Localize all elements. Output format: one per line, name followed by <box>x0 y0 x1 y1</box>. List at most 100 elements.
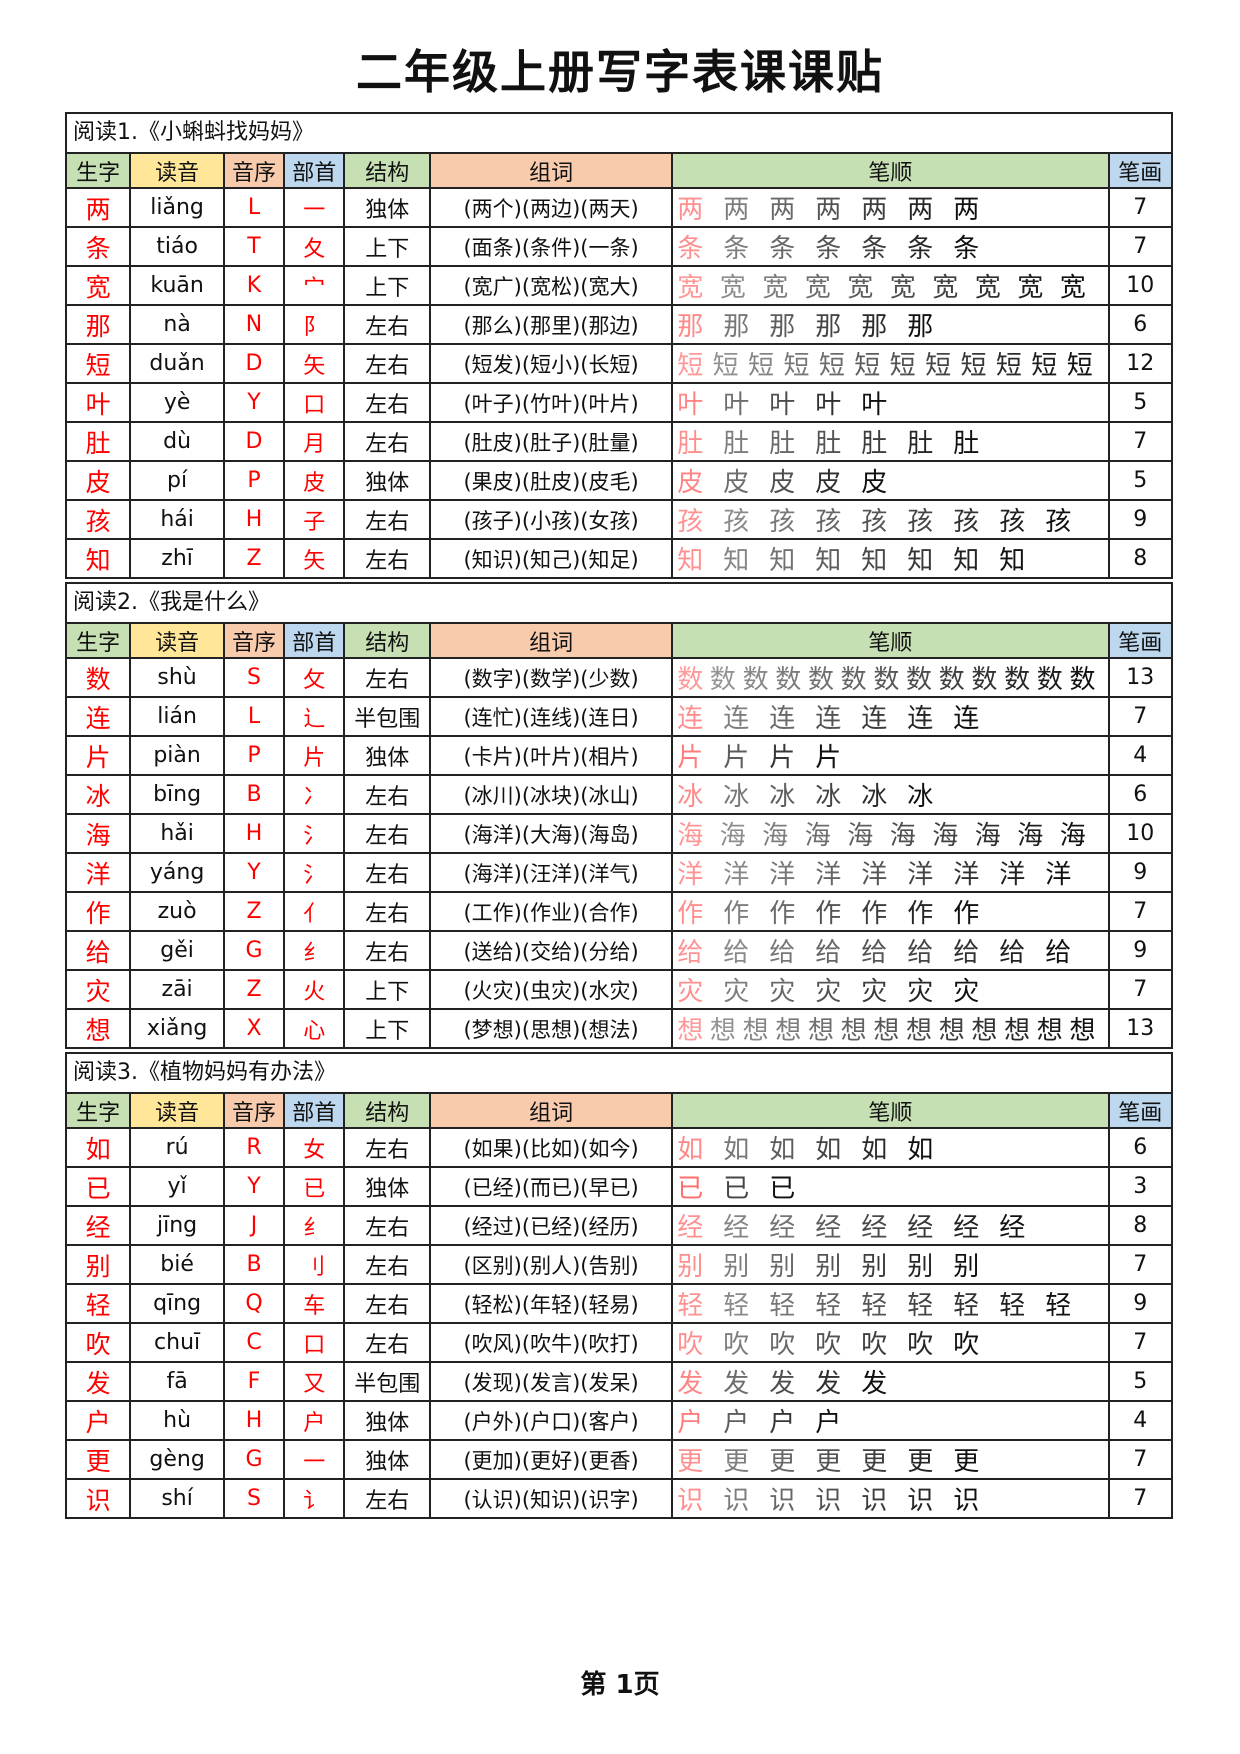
table-row: 轻 qīng Q 车左右 (轻松)(年轻)(轻易) 轻轻轻轻轻轻轻轻轻 9 <box>67 1283 1171 1324</box>
stroke-step-glyph: 孩 <box>769 507 796 537</box>
word-examples: (火灾)(虫灾)(水灾) <box>428 969 674 1010</box>
initial-letter: K <box>222 265 286 306</box>
stroke-step-glyph: 洋 <box>861 860 888 890</box>
word-examples: (已经)(而已)(早已) <box>428 1166 674 1207</box>
stroke-count: 3 <box>1107 1166 1171 1207</box>
word-examples: (如果)(比如)(如今) <box>428 1127 674 1168</box>
stroke-step-glyph: 经 <box>999 1213 1026 1243</box>
structure: 左右 <box>343 1127 431 1168</box>
stroke-step-glyph: 经 <box>815 1213 842 1243</box>
stroke-step-glyph: 如 <box>769 1135 796 1165</box>
stroke-step-glyph: 更 <box>815 1447 842 1477</box>
table-row: 灾 zāi Z 火上下 (火灾)(虫灾)(水灾) 灾灾灾灾灾灾灾 7 <box>67 969 1171 1010</box>
stroke-count: 7 <box>1107 696 1171 737</box>
column-header: 音序 <box>222 624 286 659</box>
structure: 左右 <box>343 499 431 540</box>
page-title: 二年级上册写字表课课贴 <box>356 45 884 99</box>
stroke-step-glyph: 短 <box>925 351 952 381</box>
stroke-step-glyph: 想 <box>1004 1016 1031 1046</box>
stroke-step-glyph: 轻 <box>1045 1291 1072 1321</box>
initial-letter: P <box>222 460 286 501</box>
pinyin: nà <box>129 304 225 345</box>
structure: 左右 <box>343 1205 431 1246</box>
stroke-step-glyph: 想 <box>906 1016 933 1046</box>
word-examples: (梦想)(思想)(想法) <box>428 1008 674 1047</box>
initial-letter: P <box>222 735 286 776</box>
initial-letter: N <box>222 304 286 345</box>
structure: 左右 <box>343 343 431 384</box>
word-examples: (短发)(短小)(长短) <box>428 343 674 384</box>
stroke-step-glyph: 灾 <box>723 977 750 1007</box>
stroke-step-glyph: 别 <box>723 1252 750 1282</box>
stroke-step-glyph: 那 <box>769 312 796 342</box>
stroke-step-glyph: 洋 <box>815 860 842 890</box>
stroke-count: 13 <box>1107 1008 1171 1047</box>
stroke-step-glyph: 更 <box>907 1447 934 1477</box>
word-examples: (知识)(知己)(知足) <box>428 538 674 577</box>
radical: 纟 <box>283 1205 346 1246</box>
stroke-step-glyph: 宽 <box>762 273 789 303</box>
stroke-step-glyph: 给 <box>861 938 888 968</box>
character: 识 <box>67 1478 132 1517</box>
lesson-section: 阅读2.《我是什么》 生字 读音 音序 部首 结构 组词 笔顺 笔画数 shù S 攵左右 (数字)(数… <box>65 582 1173 1049</box>
pinyin: zuò <box>129 891 225 932</box>
stroke-step-glyph: 作 <box>769 899 796 929</box>
initial-letter: D <box>222 343 286 384</box>
word-examples: (经过)(已经)(经历) <box>428 1205 674 1246</box>
stroke-step-glyph: 短 <box>889 351 916 381</box>
column-header: 读音 <box>129 624 225 659</box>
pinyin: dù <box>129 421 225 462</box>
pinyin: gěi <box>129 930 225 971</box>
stroke-step-glyph: 条 <box>677 234 704 264</box>
column-header: 生字 <box>67 1094 132 1129</box>
initial-letter: J <box>222 1205 286 1246</box>
stroke-step-glyph: 知 <box>861 546 888 576</box>
stroke-step-glyph: 识 <box>677 1486 704 1516</box>
stroke-step-glyph: 短 <box>1031 351 1058 381</box>
radical: 火 <box>283 969 346 1010</box>
stroke-step-glyph: 海 <box>932 821 959 851</box>
pinyin: lián <box>129 696 225 737</box>
stroke-order: 孩孩孩孩孩孩孩孩孩 <box>671 499 1110 540</box>
word-examples: (发现)(发言)(发呆) <box>428 1361 674 1402</box>
word-examples: (宽广)(宽松)(宽大) <box>428 265 674 306</box>
word-examples: (数字)(数学)(少数) <box>428 657 674 698</box>
word-examples: (轻松)(年轻)(轻易) <box>428 1283 674 1324</box>
column-header: 笔画 <box>1107 624 1171 659</box>
radical: 已 <box>283 1166 346 1207</box>
table-row: 给 gěi G 纟左右 (送给)(交给)(分给) 给给给给给给给给给 9 <box>67 930 1171 971</box>
stroke-step-glyph: 短 <box>783 351 810 381</box>
word-examples: (果皮)(肚皮)(皮毛) <box>428 460 674 501</box>
initial-letter: D <box>222 421 286 462</box>
stroke-step-glyph: 叶 <box>723 390 750 420</box>
stroke-step-glyph: 识 <box>815 1486 842 1516</box>
stroke-step-glyph: 知 <box>677 546 704 576</box>
stroke-step-glyph: 肚 <box>677 429 704 459</box>
stroke-step-glyph: 想 <box>840 1016 867 1046</box>
stroke-step-glyph: 给 <box>769 938 796 968</box>
stroke-step-glyph: 连 <box>815 704 842 734</box>
stroke-step-glyph: 灾 <box>815 977 842 1007</box>
column-header: 组词 <box>428 1094 674 1129</box>
initial-letter: Z <box>222 969 286 1010</box>
column-header: 结构 <box>343 154 431 189</box>
radical: 阝 <box>283 304 346 345</box>
stroke-step-glyph: 如 <box>861 1135 888 1165</box>
stroke-count: 7 <box>1107 1244 1171 1285</box>
word-examples: (送给)(交给)(分给) <box>428 930 674 971</box>
stroke-step-glyph: 户 <box>815 1408 842 1438</box>
stroke-step-glyph: 皮 <box>677 468 704 498</box>
column-header: 部首 <box>283 154 346 189</box>
table-row: 条 tiáo T 夂上下 (面条)(条件)(一条) 条条条条条条条 7 <box>67 226 1171 267</box>
stroke-step-glyph: 两 <box>907 195 934 225</box>
stroke-step-glyph: 宽 <box>1017 273 1044 303</box>
stroke-count: 10 <box>1107 813 1171 854</box>
stroke-step-glyph: 叶 <box>677 390 704 420</box>
column-header: 部首 <box>283 624 346 659</box>
stroke-step-glyph: 吹 <box>953 1330 980 1360</box>
table-row: 作 zuò Z 亻左右 (工作)(作业)(合作) 作作作作作作作 7 <box>67 891 1171 932</box>
stroke-order: 给给给给给给给给给 <box>671 930 1110 971</box>
stroke-step-glyph: 孩 <box>723 507 750 537</box>
radical: 冫 <box>283 774 346 815</box>
character: 经 <box>67 1205 132 1246</box>
